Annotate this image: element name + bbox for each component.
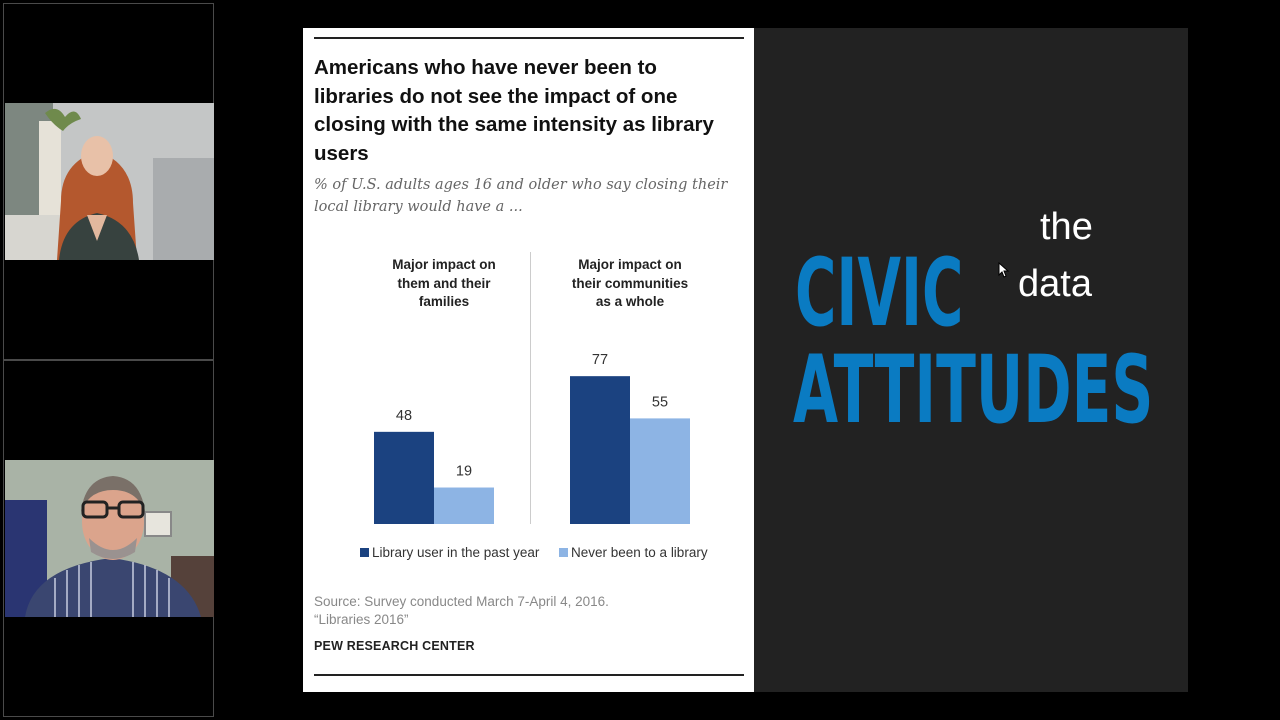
bar-never-been-1 (630, 418, 690, 524)
data-label-library-user-1: 77 (592, 352, 608, 368)
source-line-2: “Libraries 2016” (314, 612, 409, 627)
participant-tile-bottom (3, 360, 214, 717)
shared-slide: Americans who have never been to librari… (303, 28, 1188, 692)
group-label-line: them and their (397, 275, 491, 291)
overlay-word-the: the (1040, 206, 1093, 248)
participant-video-man (5, 460, 214, 617)
bar-library-user-1 (570, 376, 630, 524)
group-label-line: Major impact on (392, 257, 496, 272)
mouse-cursor-icon (998, 262, 1010, 278)
data-label-library-user-0: 48 (396, 408, 412, 424)
source-note: Source: Survey conducted March 7-April 4… (314, 593, 609, 629)
legend-swatch-never-been (559, 548, 568, 557)
group-label-communities: Major impact on their communities as a w… (555, 256, 705, 312)
group-label-line: their communities (571, 275, 689, 291)
participant-video-woman (5, 103, 214, 260)
legend-item-library-user: Library user in the past year (360, 545, 539, 560)
data-label-never-been-1: 55 (652, 394, 668, 410)
brand-logo-text: PEW RESEARCH CENTER (314, 639, 475, 653)
group-label-line: Major impact on (578, 257, 682, 272)
legend-label-library-user: Library user in the past year (372, 545, 540, 560)
data-label-never-been-0: 19 (456, 464, 472, 480)
legend-item-never-been: Never been to a library (559, 545, 708, 560)
chart-card: Americans who have never been to librari… (303, 28, 754, 692)
group-label-line: as a whole (595, 294, 665, 309)
attitudes-word: ATTITUDES (793, 336, 1154, 445)
group-label-families: Major impact on them and their families (369, 256, 519, 312)
bottom-rule (314, 674, 744, 676)
chart-subtitle: % of U.S. adults ages 16 and older who s… (314, 177, 728, 215)
legend-swatch-library-user (360, 548, 369, 557)
group-divider (530, 252, 531, 524)
group-label-line: families (418, 294, 470, 309)
civic-word: CIVIC (795, 239, 964, 348)
bar-never-been-0 (434, 487, 494, 524)
top-rule (314, 37, 744, 39)
chart-title: Americans who have never been to librari… (314, 56, 714, 165)
overlay-word-data: data (1018, 263, 1092, 305)
bar-library-user-0 (374, 431, 434, 524)
source-line-1: Source: Survey conducted March 7-April 4… (314, 594, 609, 609)
legend-label-never-been: Never been to a library (571, 545, 708, 560)
bar-chart: 48 77 19 55 (374, 352, 690, 524)
participant-tile-top (3, 3, 214, 360)
